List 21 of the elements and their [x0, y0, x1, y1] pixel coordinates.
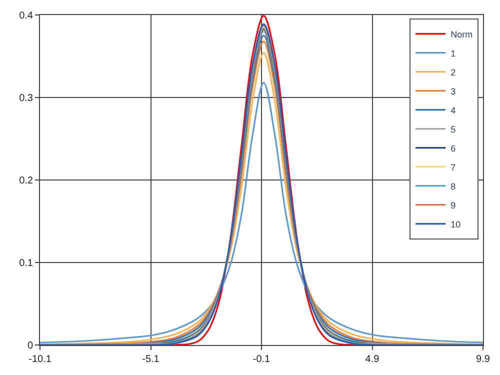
y-tick-label: 0.2 [19, 176, 34, 186]
x-tick-label: -10.1 [28, 354, 52, 365]
legend-label: 7 [450, 162, 456, 172]
legend-label: 6 [450, 143, 456, 154]
legend-label: Norm [450, 29, 473, 40]
legend-label: 8 [450, 181, 456, 192]
legend-label: 10 [450, 219, 461, 230]
y-tick-label: 0.1 [19, 258, 34, 269]
legend-label: 5 [450, 124, 456, 134]
legend-label: 1 [450, 48, 456, 58]
x-tick-label: -0.1 [252, 354, 271, 365]
legend-label: 3 [450, 86, 456, 96]
legend-label: 9 [450, 200, 456, 210]
legend-label: 4 [450, 105, 456, 116]
y-tick-label: 0.4 [19, 10, 34, 22]
y-tick-label: 0 [27, 340, 34, 352]
x-tick-label: -5.1 [142, 354, 160, 365]
legend-label: 2 [450, 67, 456, 78]
x-tick-label: 4.9 [365, 354, 380, 365]
x-tick-label: 9.9 [476, 354, 490, 365]
y-tick-label: 0.3 [19, 93, 34, 104]
